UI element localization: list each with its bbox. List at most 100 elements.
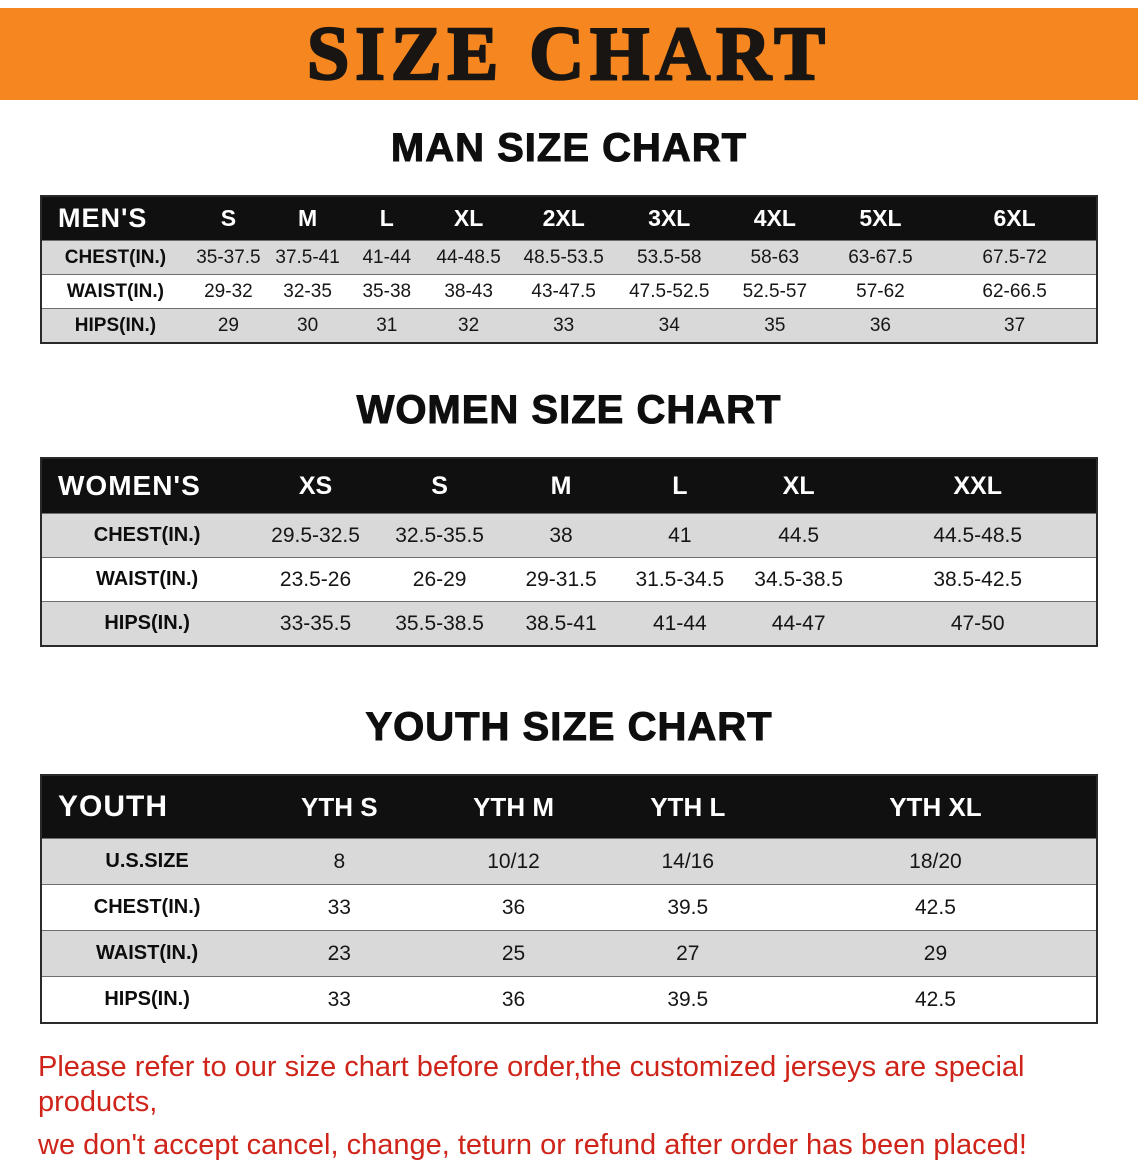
value-cell: 29 bbox=[774, 930, 1097, 977]
value-cell: 67.5-72 bbox=[933, 240, 1097, 275]
row-label-cell: CHEST(IN.) bbox=[41, 884, 253, 931]
value-cell: 33-35.5 bbox=[252, 601, 379, 646]
women-section-heading: WOMEN SIZE CHART bbox=[356, 388, 782, 433]
size-header-cell: XXL bbox=[859, 458, 1097, 514]
table-row: WAIST(IN.) 23.5-26 26-29 29-31.5 31.5-34.5 34… bbox=[41, 557, 1097, 602]
row-label-cell: CHEST(IN.) bbox=[41, 513, 253, 558]
value-cell: 8 bbox=[252, 838, 427, 885]
size-header-cell: 6XL bbox=[933, 196, 1097, 241]
value-cell: 36 bbox=[827, 308, 934, 343]
value-cell: 44.5 bbox=[737, 513, 860, 558]
value-cell: 29.5-32.5 bbox=[252, 513, 379, 558]
value-cell: 33 bbox=[252, 976, 427, 1023]
value-cell: 43-47.5 bbox=[510, 274, 617, 309]
value-cell: 44.5-48.5 bbox=[859, 513, 1097, 558]
size-header-cell: XL bbox=[737, 458, 860, 514]
value-cell: 23 bbox=[252, 930, 427, 977]
table-header-row: WOMEN'S XS S M L XL XXL bbox=[41, 458, 1097, 514]
row-label-cell: WAIST(IN.) bbox=[41, 930, 253, 977]
size-header-cell: M bbox=[500, 458, 622, 514]
size-header-cell: YTH M bbox=[426, 775, 601, 839]
youth-size-table: YOUTH YTH S YTH M YTH L YTH XL U.S.SIZE 8 10/12… bbox=[40, 774, 1098, 1024]
value-cell: 36 bbox=[426, 884, 601, 931]
table-row: HIPS(IN.) 29 30 31 32 33 34 35 36 37 bbox=[41, 308, 1097, 343]
men-size-table: MEN'S S M L XL 2XL 3XL 4XL 5XL 6XL CHEST(IN.) 35-37… bbox=[40, 195, 1098, 344]
page-title: SIZE CHART bbox=[306, 12, 831, 96]
value-cell: 38.5-41 bbox=[500, 601, 622, 646]
table-title-cell: MEN'S bbox=[41, 196, 189, 241]
value-cell: 32-35 bbox=[268, 274, 348, 309]
section-women: WOMEN SIZE CHART WOMEN'S XS S M L XL XXL CHEST(… bbox=[0, 388, 1138, 647]
value-cell: 37 bbox=[933, 308, 1097, 343]
disclaimer: Please refer to our size chart before or… bbox=[38, 1050, 1100, 1162]
value-cell: 29-32 bbox=[188, 274, 269, 309]
value-cell: 58-63 bbox=[722, 240, 828, 275]
value-cell: 35.5-38.5 bbox=[378, 601, 501, 646]
table-title-cell: WOMEN'S bbox=[41, 458, 253, 514]
value-cell: 41-44 bbox=[621, 601, 738, 646]
table-row: CHEST(IN.) 29.5-32.5 32.5-35.5 38 41 44.5 44.5… bbox=[41, 513, 1097, 558]
size-header-cell: 2XL bbox=[510, 196, 617, 241]
value-cell: 44-48.5 bbox=[426, 240, 511, 275]
value-cell: 63-67.5 bbox=[827, 240, 934, 275]
row-label-cell: WAIST(IN.) bbox=[41, 557, 253, 602]
section-men: MAN SIZE CHART MEN'S S M L XL 2XL 3XL 4XL 5XL 6XL… bbox=[0, 126, 1138, 344]
disclaimer-line-2: we don't accept cancel, change, teturn o… bbox=[38, 1128, 1027, 1161]
size-header-cell: XS bbox=[252, 458, 379, 514]
value-cell: 57-62 bbox=[827, 274, 934, 309]
value-cell: 27 bbox=[600, 930, 775, 977]
section-youth: YOUTH SIZE CHART YOUTH YTH S YTH M YTH L YTH… bbox=[0, 705, 1138, 1024]
value-cell: 23.5-26 bbox=[252, 557, 379, 602]
value-cell: 29-31.5 bbox=[500, 557, 622, 602]
youth-section-heading: YOUTH SIZE CHART bbox=[365, 705, 773, 750]
value-cell: 34 bbox=[616, 308, 723, 343]
value-cell: 47.5-52.5 bbox=[616, 274, 723, 309]
row-label-cell: HIPS(IN.) bbox=[41, 601, 253, 646]
value-cell: 18/20 bbox=[774, 838, 1097, 885]
value-cell: 39.5 bbox=[600, 976, 775, 1023]
value-cell: 10/12 bbox=[426, 838, 601, 885]
table-row: CHEST(IN.) 33 36 39.5 42.5 bbox=[41, 884, 1097, 931]
value-cell: 35-38 bbox=[347, 274, 427, 309]
value-cell: 36 bbox=[426, 976, 601, 1023]
value-cell: 41-44 bbox=[347, 240, 427, 275]
table-row: WAIST(IN.) 23 25 27 29 bbox=[41, 930, 1097, 977]
row-label-cell: WAIST(IN.) bbox=[41, 274, 189, 309]
value-cell: 41 bbox=[621, 513, 738, 558]
size-chart-page: SIZE CHART MAN SIZE CHART MEN'S S M L XL 2XL 3… bbox=[0, 8, 1138, 1162]
table-header-row: YOUTH YTH S YTH M YTH L YTH XL bbox=[41, 775, 1097, 839]
value-cell: 32 bbox=[426, 308, 511, 343]
table-title-cell: YOUTH bbox=[41, 775, 253, 839]
value-cell: 29 bbox=[188, 308, 269, 343]
disclaimer-line-1: Please refer to our size chart before or… bbox=[38, 1051, 1025, 1118]
size-header-cell: M bbox=[268, 196, 348, 241]
value-cell: 25 bbox=[426, 930, 601, 977]
men-section-heading: MAN SIZE CHART bbox=[390, 126, 748, 171]
banner: SIZE CHART bbox=[0, 8, 1138, 100]
value-cell: 31 bbox=[347, 308, 427, 343]
value-cell: 42.5 bbox=[774, 884, 1097, 931]
row-label-cell: HIPS(IN.) bbox=[41, 976, 253, 1023]
table-row: HIPS(IN.) 33 36 39.5 42.5 bbox=[41, 976, 1097, 1023]
size-header-cell: S bbox=[188, 196, 269, 241]
value-cell: 52.5-57 bbox=[722, 274, 828, 309]
table-header-row: MEN'S S M L XL 2XL 3XL 4XL 5XL 6XL bbox=[41, 196, 1097, 241]
size-header-cell: L bbox=[621, 458, 738, 514]
table-row: U.S.SIZE 8 10/12 14/16 18/20 bbox=[41, 838, 1097, 885]
value-cell: 38.5-42.5 bbox=[859, 557, 1097, 602]
size-header-cell: 4XL bbox=[722, 196, 828, 241]
value-cell: 38 bbox=[500, 513, 622, 558]
table-row: CHEST(IN.) 35-37.5 37.5-41 41-44 44-48.5 48.5… bbox=[41, 240, 1097, 275]
value-cell: 39.5 bbox=[600, 884, 775, 931]
value-cell: 44-47 bbox=[737, 601, 860, 646]
value-cell: 31.5-34.5 bbox=[621, 557, 738, 602]
value-cell: 33 bbox=[252, 884, 427, 931]
value-cell: 35-37.5 bbox=[188, 240, 269, 275]
size-header-cell: 5XL bbox=[827, 196, 934, 241]
size-header-cell: S bbox=[378, 458, 501, 514]
value-cell: 14/16 bbox=[600, 838, 775, 885]
value-cell: 30 bbox=[268, 308, 348, 343]
value-cell: 47-50 bbox=[859, 601, 1097, 646]
women-size-table: WOMEN'S XS S M L XL XXL CHEST(IN.) 29.5-32.5 32.5… bbox=[40, 457, 1098, 647]
row-label-cell: U.S.SIZE bbox=[41, 838, 253, 885]
